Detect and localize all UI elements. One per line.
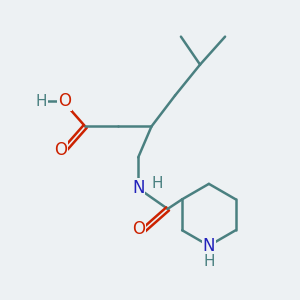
Text: O: O — [58, 92, 71, 110]
Text: H: H — [152, 176, 163, 191]
Text: N: N — [202, 237, 215, 255]
Text: H: H — [203, 254, 214, 269]
Text: O: O — [132, 220, 145, 238]
Text: H: H — [35, 94, 47, 109]
Text: N: N — [132, 179, 145, 197]
Text: O: O — [54, 141, 67, 159]
